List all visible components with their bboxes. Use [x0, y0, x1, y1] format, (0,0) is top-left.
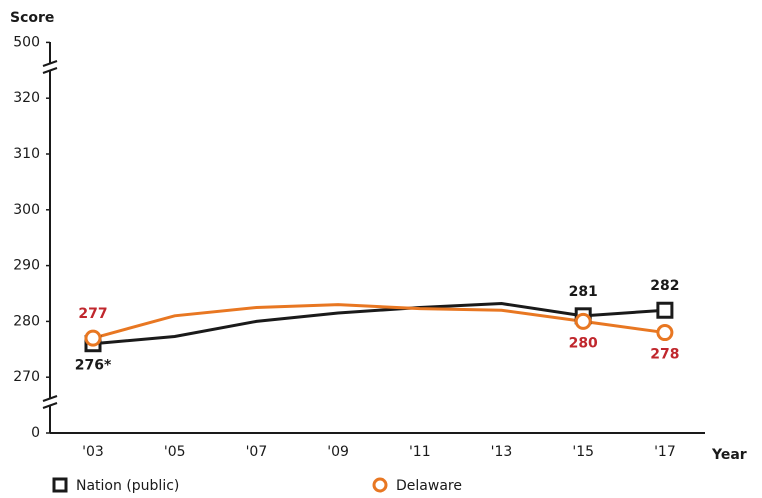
- legend-label: Delaware: [396, 478, 462, 494]
- y-axis-label: Score: [10, 10, 54, 26]
- data-label: 280: [569, 335, 598, 351]
- data-label: 276*: [75, 358, 112, 374]
- series-line: [92, 302, 666, 346]
- y-tick-label: 320: [13, 90, 40, 106]
- series-line: [92, 303, 666, 340]
- x-tick-label: '05: [164, 444, 186, 460]
- y-tick-label: 310: [13, 146, 40, 162]
- marker: [84, 329, 102, 347]
- y-tick-label: 300: [13, 202, 40, 218]
- legend-marker: [52, 477, 68, 493]
- y-tick-label: 0: [31, 425, 40, 441]
- x-tick-label: '11: [409, 444, 431, 460]
- marker: [656, 324, 674, 342]
- data-label: 282: [650, 278, 679, 294]
- x-tick-label: '13: [491, 444, 513, 460]
- axis-break: [42, 60, 58, 409]
- data-label: 281: [569, 284, 598, 300]
- marker: [656, 301, 674, 319]
- y-tick-label: 280: [13, 313, 40, 329]
- y-tick-label: 500: [13, 34, 40, 50]
- legend-marker: [372, 477, 388, 493]
- y-tick-label: 270: [13, 369, 40, 385]
- x-axis-label: Year: [711, 447, 747, 463]
- x-tick-label: '15: [572, 444, 594, 460]
- data-label: 277: [78, 306, 107, 322]
- marker: [574, 312, 592, 330]
- y-tick-label: 290: [13, 258, 40, 274]
- x-tick-label: '07: [246, 444, 268, 460]
- x-tick-label: '17: [654, 444, 676, 460]
- x-tick-label: '09: [327, 444, 349, 460]
- data-label: 278: [650, 347, 679, 363]
- legend-label: Nation (public): [76, 478, 179, 494]
- x-tick-label: '03: [82, 444, 104, 460]
